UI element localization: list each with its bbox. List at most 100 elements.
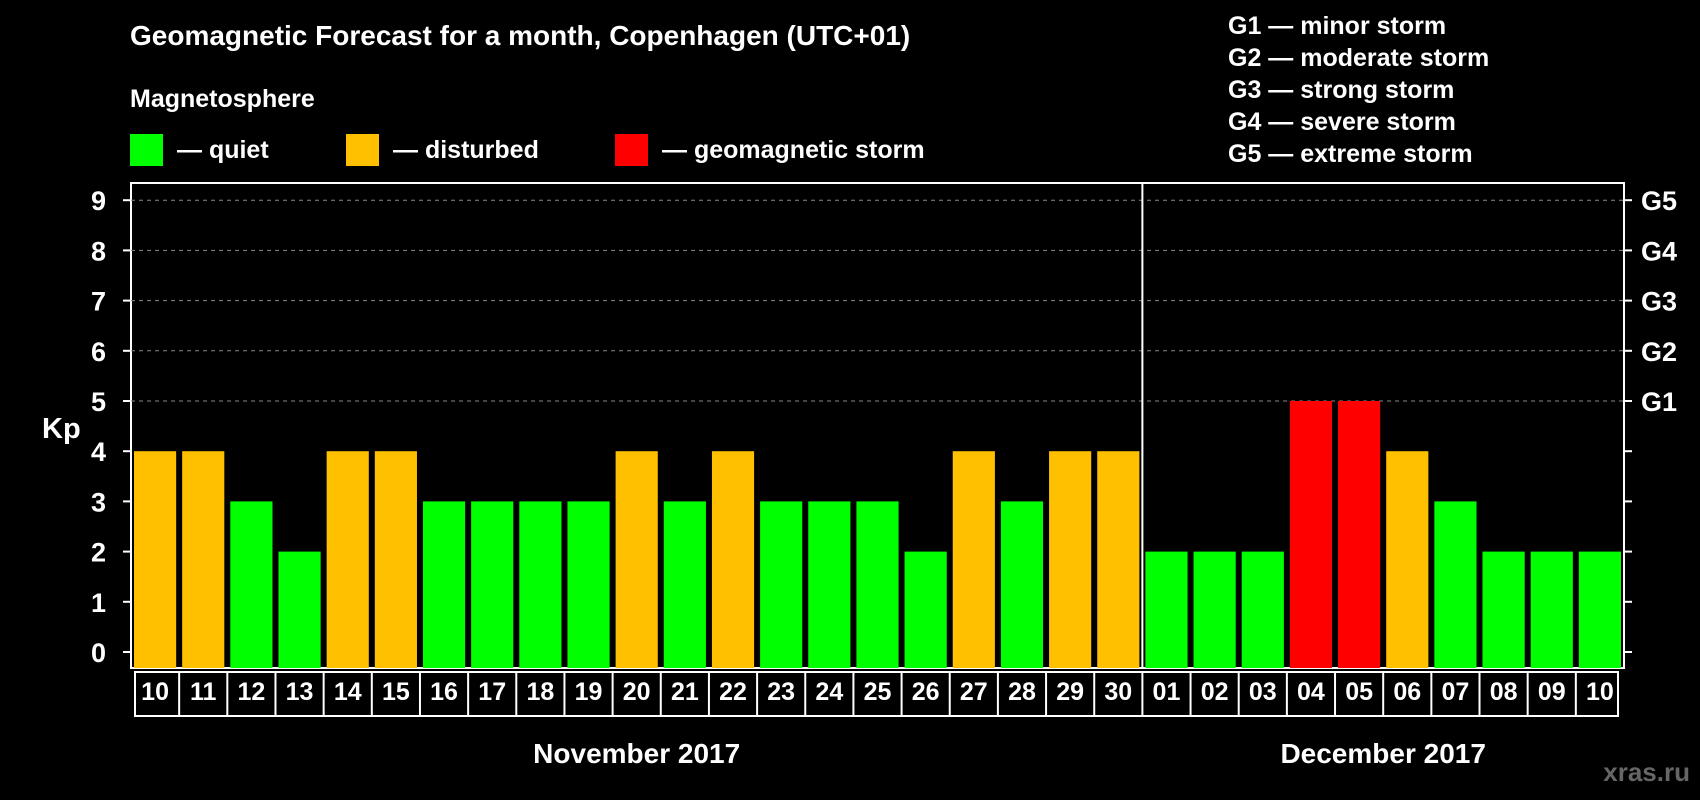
y-tick-label-6: 6: [91, 337, 106, 367]
right-axis-label-g4: G4: [1641, 236, 1677, 266]
x-tick-label-30: 10: [1586, 678, 1614, 706]
x-tick-label-1: 11: [190, 678, 217, 706]
x-tick-label-18: 28: [1008, 678, 1036, 706]
y-tick-label-5: 5: [91, 387, 106, 417]
bar-5: [374, 451, 417, 668]
x-tick-label-11: 21: [671, 678, 699, 706]
right-axis-label-g5: G5: [1641, 186, 1677, 216]
x-tick-label-26: 06: [1393, 678, 1421, 706]
bar-20: [1097, 451, 1140, 668]
x-tick-label-25: 05: [1345, 678, 1373, 706]
bar-26: [1386, 451, 1429, 668]
legend-label-quiet: — quiet: [177, 135, 269, 164]
bar-27: [1434, 501, 1477, 668]
x-tick-label-28: 08: [1490, 678, 1518, 706]
bar-15: [856, 501, 899, 668]
y-tick-label-4: 4: [91, 437, 106, 467]
legend-heading: Magnetosphere: [130, 85, 315, 113]
y-tick-label-2: 2: [91, 538, 106, 568]
site-watermark: xras.ru: [1603, 757, 1690, 787]
x-tick-label-15: 25: [864, 678, 892, 706]
right-axis-label-g1: G1: [1641, 387, 1677, 417]
date-axis-box: [134, 671, 1619, 717]
y-tick-label-8: 8: [91, 236, 106, 266]
bar-24: [1289, 401, 1333, 668]
storm-scale-list: G1 — minor storm G2 — moderate storm G3 …: [1228, 10, 1489, 170]
bar-7: [471, 501, 514, 668]
x-tick-label-13: 23: [767, 678, 795, 706]
month-label-1: December 2017: [1280, 738, 1485, 769]
right-axis-label-g3: G3: [1641, 287, 1677, 317]
bar-19: [1049, 451, 1092, 668]
bar-22: [1193, 551, 1236, 668]
bar-18: [1000, 501, 1044, 668]
storm-scale-g4: G4 — severe storm: [1228, 108, 1456, 136]
bar-25: [1338, 401, 1381, 668]
chart-title: Geomagnetic Forecast for a month, Copenh…: [130, 20, 911, 51]
bar-1: [182, 451, 225, 668]
x-tick-label-4: 14: [334, 678, 362, 706]
x-tick-label-22: 02: [1201, 678, 1229, 706]
legend-swatch-disturbed: [346, 134, 379, 166]
storm-scale-g1: G1 — minor storm: [1228, 12, 1447, 40]
x-tick-label-21: 01: [1153, 678, 1181, 706]
x-tick-label-16: 26: [912, 678, 940, 706]
legend-swatch-quiet: [130, 134, 163, 166]
x-tick-label-10: 20: [623, 678, 651, 706]
bar-2: [230, 501, 273, 668]
legend-label-disturbed: — disturbed: [393, 135, 539, 164]
x-tick-label-6: 16: [430, 678, 458, 706]
month-label-0: November 2017: [533, 738, 740, 769]
bar-4: [326, 451, 369, 668]
bar-0: [134, 451, 177, 668]
y-tick-label-1: 1: [91, 588, 106, 618]
bar-10: [615, 451, 658, 668]
x-tick-label-7: 17: [478, 678, 506, 706]
bar-14: [808, 501, 851, 668]
bar-9: [567, 501, 610, 668]
x-tick-label-2: 12: [237, 678, 265, 706]
x-tick-label-23: 03: [1249, 678, 1277, 706]
x-tick-label-3: 13: [286, 678, 314, 706]
legend-swatch-storm: [615, 134, 648, 166]
bar-29: [1530, 551, 1573, 668]
x-tick-label-5: 15: [382, 678, 410, 706]
bar-23: [1241, 551, 1284, 668]
x-tick-label-14: 24: [815, 678, 843, 706]
x-tick-label-8: 18: [526, 678, 554, 706]
y-tick-label-0: 0: [91, 638, 106, 668]
x-tick-label-19: 29: [1056, 678, 1084, 706]
legend-item-disturbed: — disturbed: [346, 134, 539, 166]
legend-item-storm: — geomagnetic storm: [615, 134, 925, 166]
x-tick-label-24: 04: [1297, 678, 1325, 706]
bar-30: [1578, 551, 1621, 668]
x-tick-label-9: 19: [575, 678, 603, 706]
storm-scale-g2: G2 — moderate storm: [1228, 44, 1490, 72]
bar-6: [422, 501, 466, 668]
bar-17: [952, 451, 995, 668]
bar-13: [760, 501, 803, 668]
bar-28: [1482, 551, 1525, 668]
storm-scale-g5: G5 — extreme storm: [1228, 140, 1473, 168]
x-tick-label-17: 27: [960, 678, 988, 706]
y-tick-label-3: 3: [91, 487, 106, 517]
right-axis-label-g2: G2: [1641, 337, 1677, 367]
bar-3: [278, 551, 321, 668]
x-tick-label-12: 22: [719, 678, 747, 706]
x-tick-label-20: 30: [1104, 678, 1132, 706]
bar-12: [711, 451, 755, 668]
y-tick-label-7: 7: [91, 287, 106, 317]
storm-scale-g3: G3 — strong storm: [1228, 76, 1455, 104]
y-axis-label: Kp: [42, 413, 81, 445]
x-tick-label-27: 07: [1442, 678, 1470, 706]
legend-label-storm: — geomagnetic storm: [662, 135, 925, 164]
bar-11: [663, 501, 706, 668]
x-tick-label-0: 10: [141, 678, 169, 706]
bar-16: [904, 551, 947, 668]
bar-21: [1145, 551, 1188, 668]
legend-item-quiet: — quiet: [130, 134, 269, 166]
x-tick-label-29: 09: [1538, 678, 1566, 706]
y-tick-label-9: 9: [91, 186, 106, 216]
bar-8: [519, 501, 562, 668]
